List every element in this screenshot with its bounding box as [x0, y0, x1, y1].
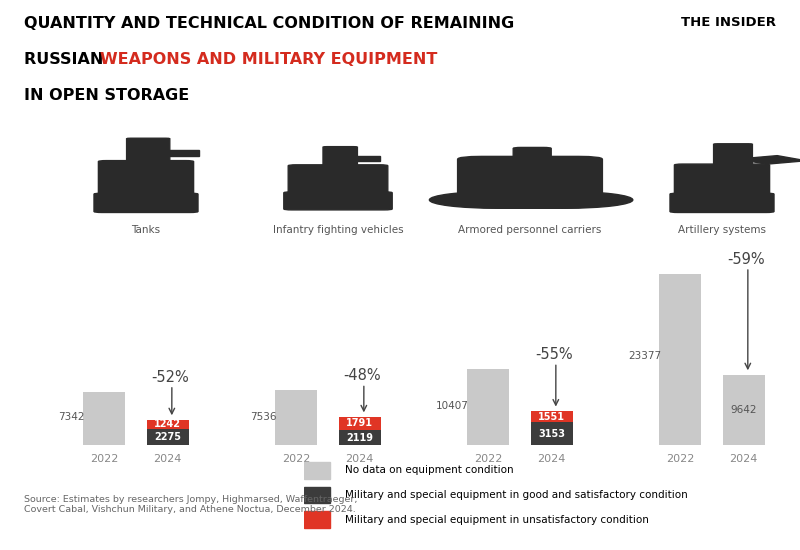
FancyBboxPatch shape: [670, 193, 774, 212]
Text: 2024: 2024: [346, 454, 374, 464]
Circle shape: [430, 191, 565, 208]
Text: 7536: 7536: [250, 412, 277, 422]
Bar: [83, 392, 125, 446]
Text: 2022: 2022: [90, 454, 118, 464]
Circle shape: [482, 191, 618, 208]
Text: No data on equipment condition: No data on equipment condition: [345, 465, 514, 475]
Bar: [304, 487, 330, 503]
Text: Infantry fighting vehicles: Infantry fighting vehicles: [273, 225, 403, 235]
Circle shape: [498, 191, 633, 208]
Text: 2024: 2024: [730, 454, 758, 464]
Text: Tanks: Tanks: [131, 225, 161, 235]
Text: THE INSIDER: THE INSIDER: [681, 16, 776, 30]
Text: 2119: 2119: [346, 433, 373, 443]
Text: 9642: 9642: [730, 405, 757, 415]
Text: 1242: 1242: [154, 419, 181, 429]
Text: 2022: 2022: [282, 454, 310, 464]
Bar: [146, 429, 189, 446]
FancyBboxPatch shape: [674, 164, 770, 201]
Text: 1791: 1791: [346, 419, 373, 428]
Text: Armored personnel carriers: Armored personnel carriers: [458, 225, 602, 235]
Text: Source: Estimates by researchers Jompy, Highmarsed, Waffentraeger,
Covert Cabal,: Source: Estimates by researchers Jompy, …: [24, 495, 358, 514]
Text: IN OPEN STORAGE: IN OPEN STORAGE: [24, 88, 190, 103]
Text: RUSSIAN: RUSSIAN: [24, 52, 109, 67]
Text: -52%: -52%: [151, 370, 189, 385]
Text: 2022: 2022: [666, 454, 694, 464]
Bar: [722, 375, 765, 446]
Bar: [304, 462, 330, 479]
Text: 2275: 2275: [154, 432, 181, 442]
FancyBboxPatch shape: [351, 156, 380, 161]
FancyBboxPatch shape: [714, 144, 753, 169]
FancyBboxPatch shape: [94, 193, 198, 212]
Text: 2022: 2022: [474, 454, 502, 464]
Bar: [659, 274, 701, 446]
FancyBboxPatch shape: [98, 161, 194, 201]
Text: 3153: 3153: [538, 429, 565, 439]
Text: Artillery systems: Artillery systems: [678, 225, 766, 235]
Text: -55%: -55%: [535, 348, 573, 362]
Text: -48%: -48%: [343, 368, 381, 383]
Text: WEAPONS AND MILITARY EQUIPMENT: WEAPONS AND MILITARY EQUIPMENT: [100, 52, 438, 67]
Bar: [304, 511, 330, 528]
FancyBboxPatch shape: [323, 147, 358, 168]
FancyBboxPatch shape: [126, 138, 170, 166]
Text: 1551: 1551: [538, 411, 565, 422]
Bar: [338, 417, 381, 430]
FancyBboxPatch shape: [284, 192, 392, 210]
Text: 7342: 7342: [58, 412, 85, 422]
Text: -59%: -59%: [727, 252, 765, 267]
Text: 23377: 23377: [628, 351, 661, 361]
Text: 2024: 2024: [154, 454, 182, 464]
Text: 10407: 10407: [436, 401, 469, 411]
Bar: [275, 390, 317, 446]
Text: QUANTITY AND TECHNICAL CONDITION OF REMAINING: QUANTITY AND TECHNICAL CONDITION OF REMA…: [24, 16, 514, 31]
FancyBboxPatch shape: [458, 156, 602, 198]
Text: 2024: 2024: [538, 454, 566, 464]
Bar: [146, 420, 189, 429]
Text: Military and special equipment in unsatisfactory condition: Military and special equipment in unsati…: [345, 515, 649, 525]
Text: Military and special equipment in good and satisfactory condition: Military and special equipment in good a…: [345, 490, 687, 500]
FancyBboxPatch shape: [288, 165, 388, 199]
Bar: [530, 411, 573, 422]
FancyBboxPatch shape: [738, 156, 800, 164]
Circle shape: [447, 191, 582, 208]
FancyBboxPatch shape: [162, 150, 199, 156]
Bar: [467, 369, 509, 446]
Bar: [530, 422, 573, 446]
Bar: [338, 430, 381, 446]
FancyBboxPatch shape: [514, 147, 551, 163]
Circle shape: [465, 191, 600, 208]
